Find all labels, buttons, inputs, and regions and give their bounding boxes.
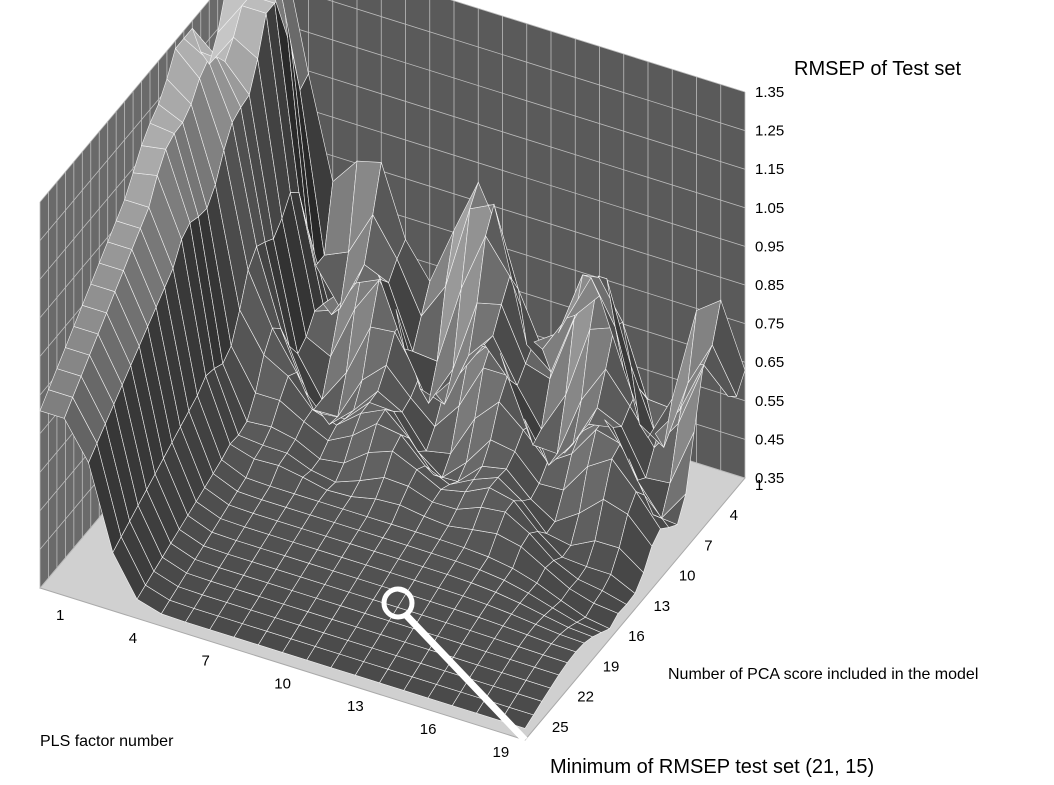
minimum-circle	[381, 586, 415, 620]
pca-tick-label: 22	[577, 689, 594, 706]
pca-tick-label: 25	[552, 719, 569, 736]
pls-tick-label: 13	[347, 698, 364, 715]
pca-tick-label: 16	[628, 628, 645, 645]
z-tick-label: 0.85	[755, 277, 784, 294]
z-tick-label: 1.15	[755, 161, 784, 178]
z-axis-title: RMSEP of Test set	[794, 58, 962, 80]
pca-tick-label: 19	[603, 658, 620, 675]
surface-mesh	[39, 0, 746, 729]
surface-cell	[711, 299, 746, 398]
pls-tick-label: 1	[56, 607, 64, 624]
pca-axis-title: Number of PCA score included in the mode…	[668, 666, 979, 683]
pls-tick-label: 7	[202, 653, 210, 670]
z-tick-label: 0.45	[755, 431, 784, 448]
pls-tick-label: 19	[493, 744, 510, 761]
pca-axis-ticks: 14 7 10 13 16 19 22 25	[552, 477, 763, 736]
z-tick-label: 1.25	[755, 123, 784, 140]
z-tick-label: 0.75	[755, 316, 784, 333]
pca-tick-label: 1	[755, 477, 763, 494]
pca-tick-label: 7	[704, 537, 712, 554]
pls-tick-label: 4	[129, 630, 137, 647]
pls-tick-label: 10	[274, 675, 291, 692]
minimum-pointer-line	[403, 612, 528, 743]
z-tick-label: 1.05	[755, 200, 784, 217]
minimum-marker	[381, 586, 528, 743]
z-tick-label: 1.35	[755, 84, 784, 101]
z-tick-label: 0.55	[755, 393, 784, 410]
pls-tick-label: 16	[420, 721, 437, 738]
z-axis-ticks: 1.35 1.25 1.15 1.05 0.95 0.85 0.75 0.65 0.55 0.45…	[755, 84, 784, 487]
pca-tick-label: 4	[730, 507, 738, 524]
z-tick-label: 0.65	[755, 354, 784, 371]
pca-tick-label: 13	[653, 598, 670, 615]
pls-axis-title: PLS factor number	[40, 733, 174, 750]
minimum-annotation: Minimum of RMSEP test set (21, 15)	[550, 756, 875, 778]
z-tick-label: 0.35	[755, 470, 784, 487]
pls-axis-ticks: 1 4 7 10 13 16 19	[56, 607, 509, 761]
pca-tick-label: 10	[679, 568, 696, 585]
z-tick-label: 0.95	[755, 238, 784, 255]
